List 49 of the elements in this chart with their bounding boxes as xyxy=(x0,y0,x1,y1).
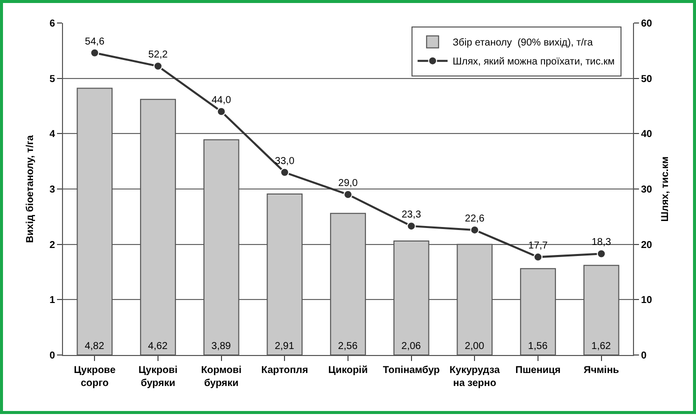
y2-tick-label: 20 xyxy=(641,240,653,251)
data-label: 4,62 xyxy=(148,341,168,352)
data-label: 22,6 xyxy=(464,213,485,224)
data-label: 1,62 xyxy=(591,341,612,352)
y-tick-label: 2 xyxy=(49,240,56,251)
x-tick-label: Кормові буряки xyxy=(201,365,242,389)
data-label: 23,3 xyxy=(402,210,422,221)
data-label: 3,89 xyxy=(211,341,232,352)
point xyxy=(216,107,226,116)
y-tick-label: 6 xyxy=(49,18,56,30)
data-label: 2,00 xyxy=(464,341,485,352)
y-tick-label: 4 xyxy=(49,129,56,140)
y2-tick-label: 10 xyxy=(641,295,653,306)
x-tick-label: Цикорій xyxy=(328,365,368,376)
point xyxy=(154,62,162,71)
data-label: 44,0 xyxy=(212,95,232,106)
x-tick-label: Цукрове сорго xyxy=(74,365,116,389)
data-label: 1,56 xyxy=(528,341,548,352)
data-label: 54,6 xyxy=(84,36,105,48)
x-tick-label: Пшениця xyxy=(515,365,561,376)
data-label: 2,91 xyxy=(274,341,295,352)
data-label: 2,56 xyxy=(338,341,358,352)
data-label: 52,2 xyxy=(148,50,168,61)
legend-label: Шлях, який можна проїхати, тис.км xyxy=(452,56,615,68)
y2-axis-title: Шлях, тис.км xyxy=(660,156,671,222)
y2-tick-label: 40 xyxy=(641,129,653,140)
y2-tick-label: 60 xyxy=(641,18,653,30)
y2-tick-label: 30 xyxy=(641,184,653,196)
point xyxy=(406,222,416,231)
x-tick-label: Кукурудза на зерно xyxy=(450,365,500,389)
x-tick-label: Картопля xyxy=(261,365,308,376)
legend-label: Збір етанолу (90% вихід), т/га xyxy=(452,38,594,49)
x-tick-label: Цукрові буряки xyxy=(138,365,178,389)
data-label: 33,0 xyxy=(274,156,295,167)
y2-tick-label: 50 xyxy=(641,74,653,85)
y-axis-title: Вихід біоетанолу, т/га xyxy=(25,134,36,243)
point xyxy=(90,48,100,58)
data-label: 4,82 xyxy=(84,341,105,352)
data-label: 2,06 xyxy=(401,341,422,352)
y-tick-label: 0 xyxy=(49,350,56,362)
y-tick-label: 3 xyxy=(49,184,56,196)
y-tick-label: 1 xyxy=(49,295,56,306)
point xyxy=(280,168,290,177)
x-tick-label: Ячмінь xyxy=(584,365,620,376)
y-tick-label: 5 xyxy=(49,74,56,85)
point xyxy=(596,249,606,258)
data-label: 29,0 xyxy=(338,178,358,190)
y2-tick-label: 0 xyxy=(641,350,647,362)
x-tick-label: Топінамбур xyxy=(382,365,440,376)
